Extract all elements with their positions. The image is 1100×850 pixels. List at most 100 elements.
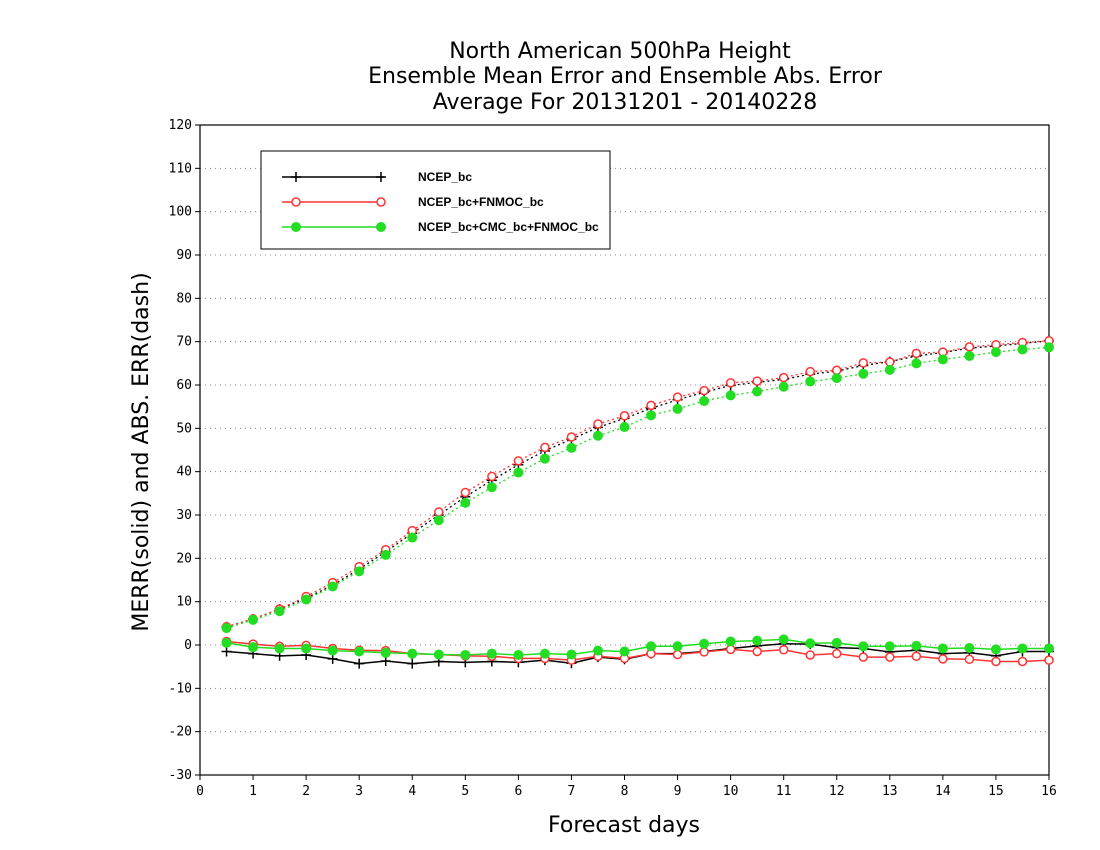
merr-line: [226, 638, 1049, 656]
plot-frame: [199, 124, 1050, 776]
legend-marker: [376, 197, 386, 207]
x-tick-label: 4: [408, 784, 416, 799]
merr-point: [964, 643, 975, 654]
x-tick-label: 10: [723, 784, 739, 799]
abs-err-point: [778, 381, 789, 392]
abs-err-point: [513, 467, 524, 478]
abs-err-point: [752, 386, 763, 397]
merr-point: [513, 649, 524, 660]
y-tick-label: 50: [176, 421, 192, 436]
merr-point: [911, 651, 922, 662]
abs-err-point: [407, 532, 418, 543]
chart-title: North American 500hPa Height Ensemble Me…: [368, 39, 883, 115]
abs-err-point: [327, 581, 338, 592]
series-1: [221, 336, 1054, 667]
abs-err-point: [539, 453, 550, 464]
legend-marker: [291, 222, 301, 232]
abs-err-point: [964, 342, 975, 352]
abs-err-point: [646, 400, 656, 411]
merr-point: [327, 645, 338, 656]
abs-err-line: [226, 340, 1050, 628]
merr-point: [354, 646, 365, 657]
y-tick-label: 10: [176, 595, 192, 610]
abs-err-point: [858, 358, 869, 368]
merr-point: [911, 640, 922, 651]
merr-point: [301, 643, 312, 654]
x-tick-label: 8: [621, 784, 629, 799]
legend: NCEP_bc NCEP_bc+FNMOC_bc NCEP_bc+CMC_bc+FN…: [260, 150, 611, 250]
merr-point: [1044, 643, 1054, 654]
title-line-3: Average For 20131201 - 20140228: [433, 90, 818, 115]
merr-point: [433, 649, 444, 660]
merr-point: [699, 647, 709, 657]
merr-point: [699, 638, 710, 649]
abs-err-point: [513, 456, 524, 466]
merr-point: [805, 650, 815, 660]
x-tick-label: 12: [829, 784, 845, 799]
abs-err-point: [593, 419, 603, 429]
merr-point: [937, 643, 948, 654]
y-tick-label: 40: [176, 465, 192, 480]
merr-point: [592, 645, 603, 656]
x-tick-label: 6: [514, 784, 522, 799]
abs-err-line: [226, 340, 1050, 628]
legend-item-1: NCEP_bc+FNMOC_bc: [282, 195, 544, 209]
series-2: [221, 342, 1054, 660]
abs-err-point: [433, 515, 444, 526]
abs-err-point: [699, 385, 709, 396]
merr-point: [752, 635, 763, 646]
abs-err-point: [990, 347, 1001, 358]
y-tick-label: 20: [176, 551, 192, 566]
abs-err-point: [248, 614, 259, 625]
abs-err-point: [354, 566, 365, 577]
merr-point: [354, 658, 365, 669]
y-tick-label: 0: [184, 638, 192, 653]
abs-err-point: [911, 348, 922, 359]
abs-err-point: [274, 606, 285, 617]
x-tick-label: 11: [776, 784, 792, 799]
abs-err-point: [699, 396, 710, 407]
y-tick-label: 60: [176, 378, 192, 393]
abs-err-point: [566, 442, 577, 453]
merr-point: [619, 646, 630, 657]
legend-item-2: NCEP_bc+CMC_bc+FNMOC_bc: [282, 220, 599, 234]
x-tick-label: 2: [302, 784, 310, 799]
abs-err-point: [911, 358, 922, 369]
y-tick-label: -30: [169, 768, 192, 783]
legend-label: NCEP_bc+CMC_bc+FNMOC_bc: [418, 220, 599, 234]
x-tick-label: 16: [1041, 784, 1057, 799]
y-tick-label: 80: [176, 291, 192, 306]
x-tick-label: 9: [674, 784, 682, 799]
merr-point: [672, 641, 683, 652]
abs-err-point: [805, 376, 816, 387]
x-tick-label: 3: [355, 784, 363, 799]
merr-point: [725, 636, 736, 647]
abs-err-point: [964, 350, 975, 361]
abs-err-point: [646, 410, 657, 421]
abs-err-point: [885, 357, 895, 367]
abs-err-point: [858, 368, 869, 379]
merr-point: [248, 642, 259, 653]
abs-err-point: [301, 594, 312, 605]
x-axis-label: Forecast days: [548, 813, 700, 838]
merr-point: [1044, 655, 1054, 665]
abs-err-point: [832, 365, 842, 376]
merr-point: [380, 647, 391, 658]
y-tick-label: 90: [176, 248, 192, 263]
y-tick-label: 100: [169, 205, 192, 220]
merr-point: [486, 648, 497, 659]
y-tick-label: 120: [169, 118, 192, 133]
y-axis-label: MERR(solid) and ABS. ERR(dash): [129, 272, 154, 631]
merr-point: [778, 634, 789, 645]
merr-point: [274, 643, 285, 654]
legend-marker: [291, 172, 301, 182]
x-tick-label: 5: [461, 784, 469, 799]
abs-err-point: [434, 507, 444, 517]
merr-point: [221, 637, 232, 648]
abs-err-point: [1017, 344, 1028, 355]
merr-point: [752, 646, 762, 657]
legend-marker: [291, 197, 301, 207]
y-tick-label: 110: [169, 161, 192, 176]
merr-point: [778, 645, 789, 655]
